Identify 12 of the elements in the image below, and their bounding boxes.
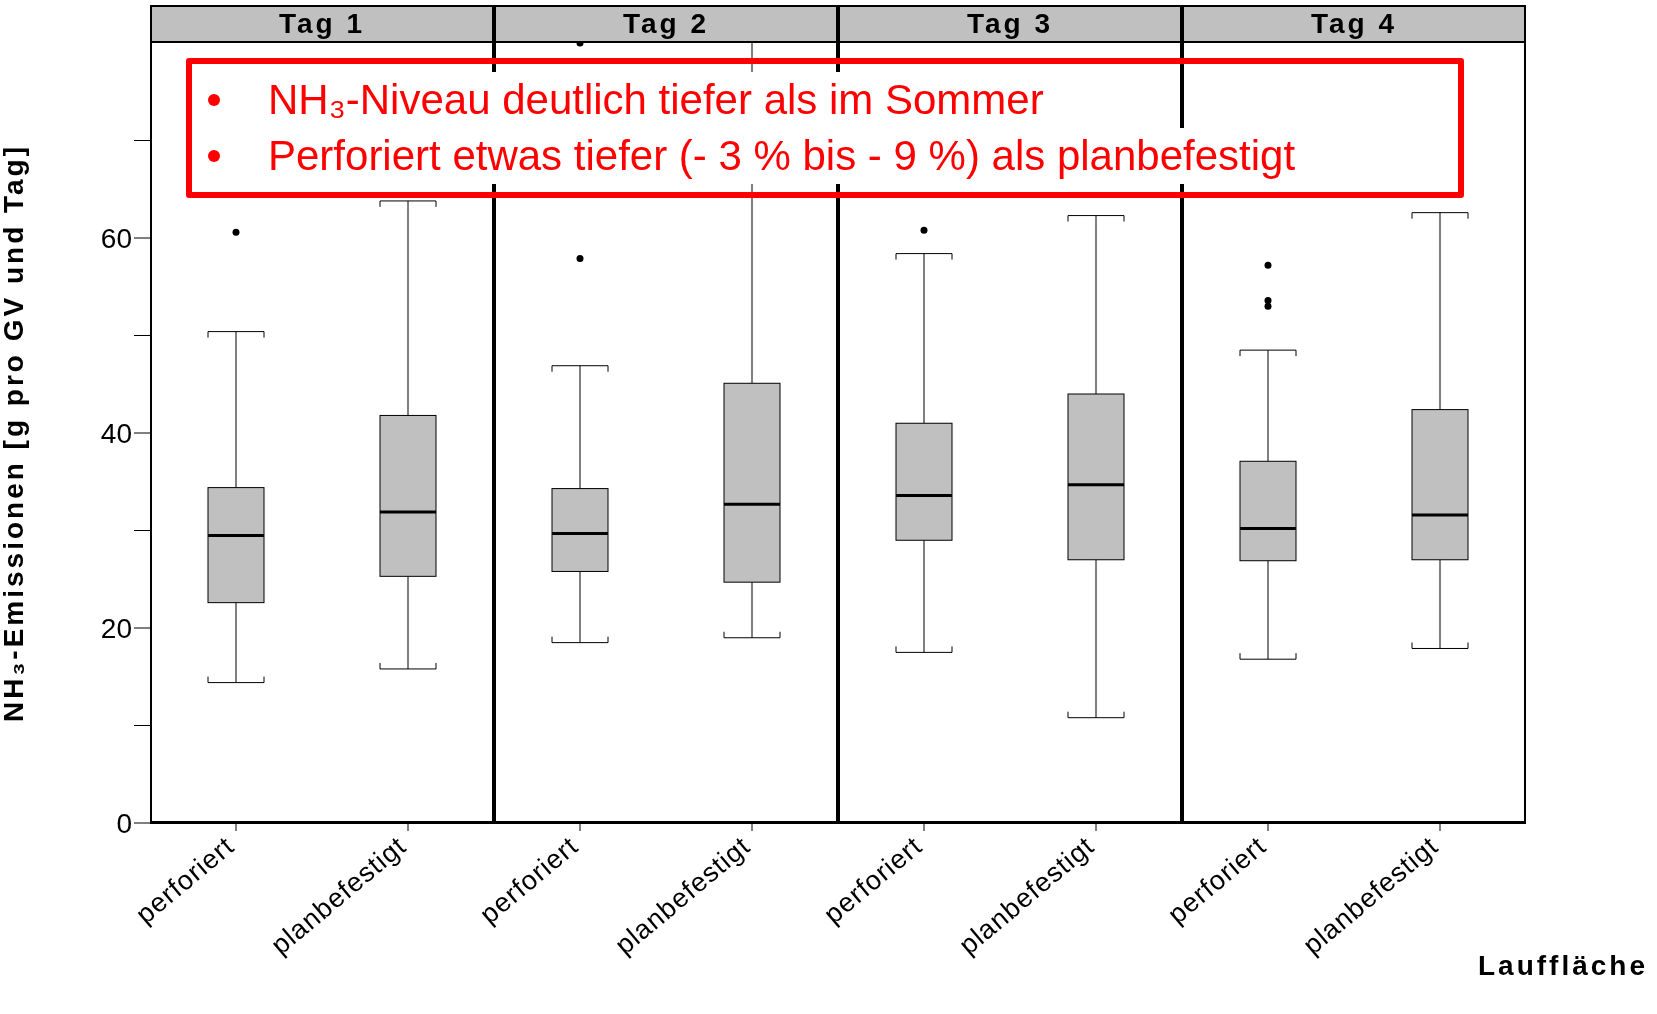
chart-title: Tag 2 bbox=[494, 5, 838, 43]
annotation: Perforiert etwas tiefer (- 3 % bis - 9 %) als planbefestigt bbox=[268, 128, 1296, 184]
x-axis-title: Lauffläche bbox=[1477, 950, 1648, 982]
y-tick-label: 0 bbox=[116, 807, 132, 839]
y-axis-title: NH₃-Emissionen [g pro GV und Tag] bbox=[0, 143, 30, 723]
chart-title: Tag 4 bbox=[1182, 5, 1526, 43]
y-tick-label: 40 bbox=[100, 417, 132, 449]
chart-title: Tag 3 bbox=[838, 5, 1182, 43]
chart-title: Tag 1 bbox=[150, 5, 494, 43]
y-tick-label: 20 bbox=[100, 612, 132, 644]
annotation: NH₃-Niveau deutlich tiefer als im Sommer bbox=[268, 72, 1044, 128]
y-tick-label: 60 bbox=[100, 222, 132, 254]
